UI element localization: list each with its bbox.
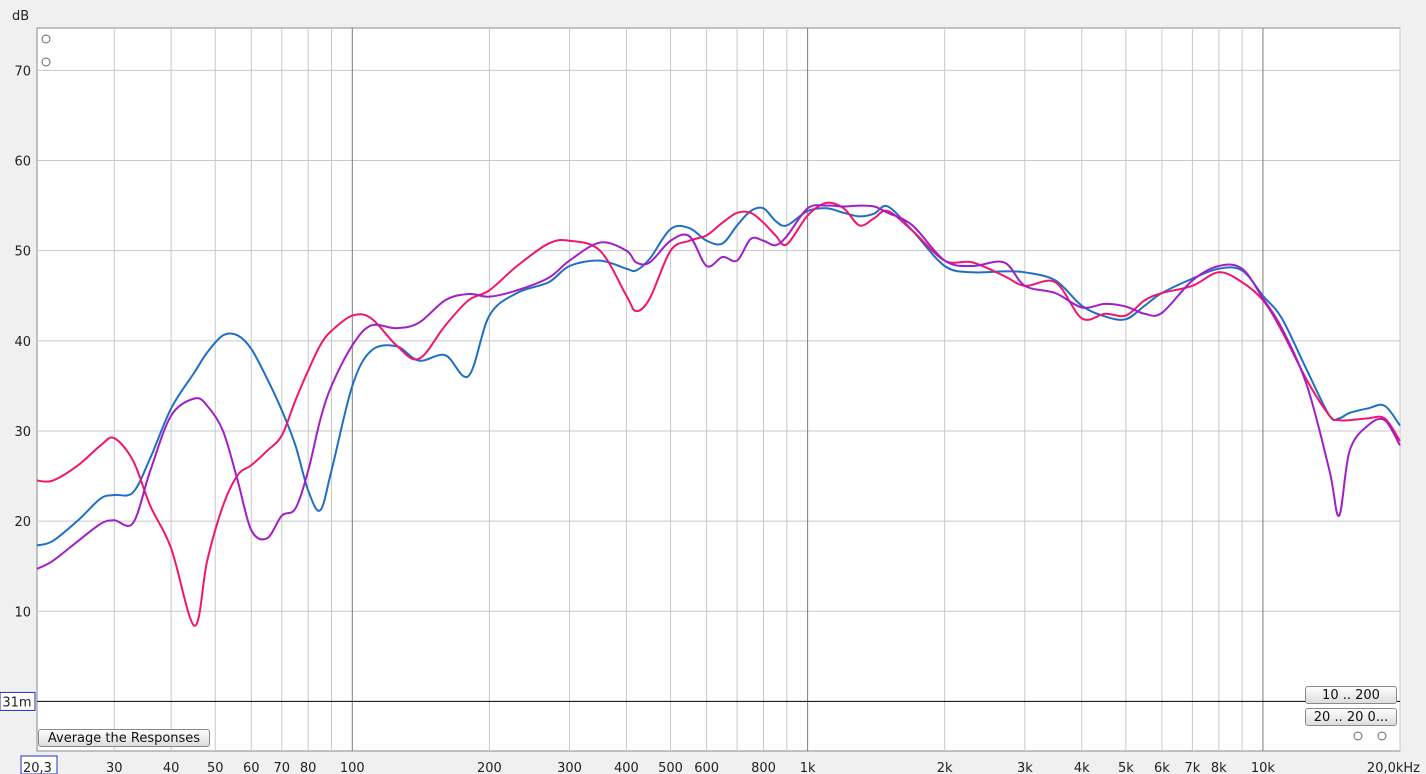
range-button[interactable]: 20 .. 20 0... [1305,708,1397,726]
response-curve [36,204,1401,547]
y-tick-label: 40 [14,335,31,350]
x-tick-label: 5k [1118,761,1134,774]
plot-area [36,27,1401,752]
x-tick-label: 1k [800,761,816,774]
x-tick-label: 80 [300,761,317,774]
reference-label: 31m [2,695,31,710]
average-button[interactable]: Average the Responses [38,729,210,747]
x-tick-label: 70 [274,761,291,774]
x-tick-label: 2k [937,761,953,774]
response-curve [36,204,1401,570]
x-tick-label: 400 [614,761,639,774]
x-tick-label: 10k [1251,761,1276,774]
y-tick-label: 70 [14,64,31,79]
x-start-box [20,755,58,774]
x-tick-label: 20,0kHz [1367,761,1420,774]
response-curve [36,201,1401,627]
y-tick-label: 60 [14,155,31,170]
reference-box [0,691,36,711]
y-axis-label: dB [12,9,29,24]
y-tick-label: 20 [14,515,31,530]
x-tick-label: 800 [751,761,776,774]
x-tick-label: 7k [1185,761,1201,774]
x-tick-label: 50 [207,761,224,774]
y-tick-label: 50 [14,245,31,260]
x-tick-label: 4k [1074,761,1090,774]
x-tick-label: 30 [106,761,123,774]
x-tick-label: 6k [1154,761,1170,774]
x-tick-label: 600 [694,761,719,774]
x-tick-label: 60 [243,761,260,774]
x-tick-label: 20,3 [23,761,52,774]
y-tick-label: 10 [14,605,31,620]
x-tick-label: 40 [163,761,180,774]
x-tick-label: 3k [1017,761,1033,774]
x-tick-label: 100 [340,761,365,774]
y-tick-label: 30 [14,425,31,440]
range-button[interactable]: 10 .. 200 [1305,686,1397,704]
zoom-icons[interactable] [41,34,1387,741]
x-tick-label: 8k [1211,761,1227,774]
x-tick-label: 200 [477,761,502,774]
x-tick-label: 500 [658,761,683,774]
x-tick-label: 300 [557,761,582,774]
